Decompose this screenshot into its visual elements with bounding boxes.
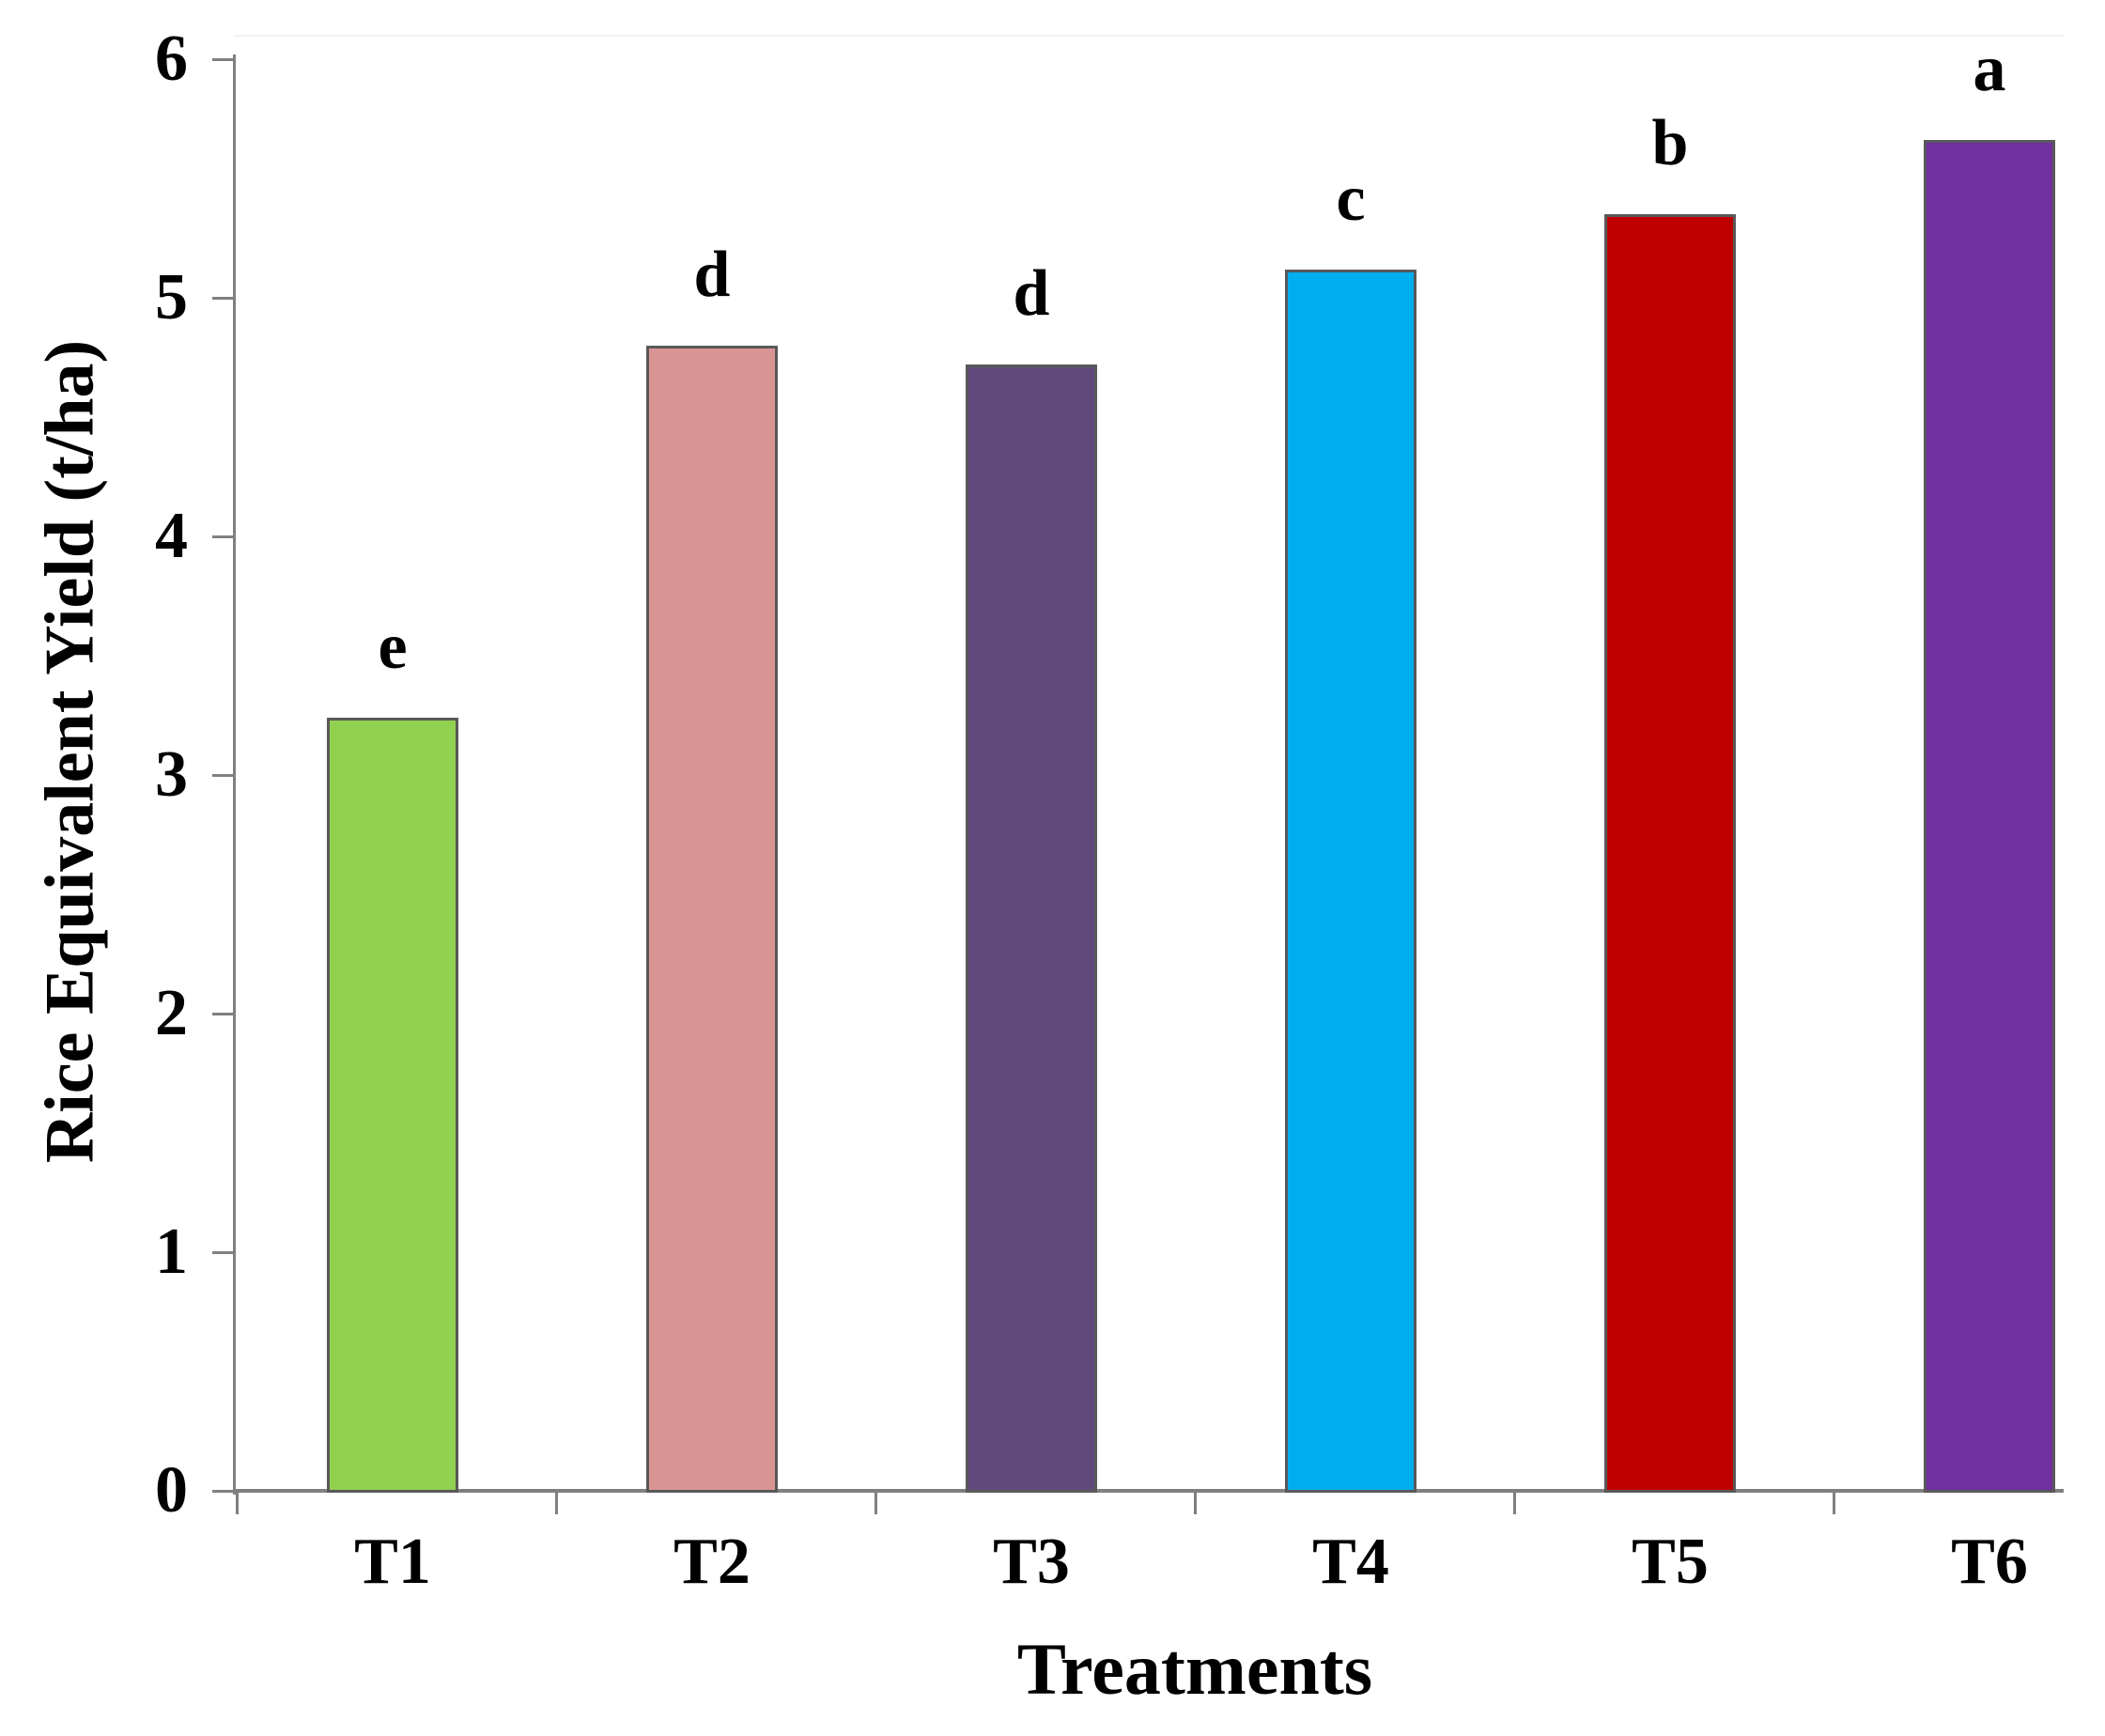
x-tick-label-T1: T1 — [354, 1526, 431, 1598]
bar-T1 — [327, 718, 458, 1493]
bar-T5 — [1604, 214, 1736, 1493]
x-tick-mark — [1194, 1491, 1197, 1514]
bar-letter-T2: d — [693, 238, 731, 311]
y-tick-label: 3 — [155, 738, 188, 811]
x-tick-label-T2: T2 — [673, 1526, 751, 1598]
x-tick-mark — [875, 1491, 877, 1514]
y-tick-label: 2 — [155, 977, 188, 1049]
bar-letter-T3: d — [1013, 257, 1050, 331]
bar-letter-T6: a — [1973, 33, 2006, 106]
y-tick-mark — [212, 58, 233, 61]
y-tick-label: 1 — [155, 1216, 188, 1288]
x-tick-label-T3: T3 — [993, 1526, 1070, 1598]
y-axis-line — [233, 54, 236, 1495]
x-axis-title: Treatments — [1016, 1628, 1373, 1710]
x-tick-mark — [1833, 1491, 1835, 1514]
bar-T4 — [1285, 269, 1416, 1493]
y-tick-mark — [212, 535, 233, 538]
x-tick-mark — [1513, 1491, 1516, 1514]
y-tick-mark — [212, 297, 233, 300]
y-tick-mark — [212, 774, 233, 777]
y-tick-label: 6 — [155, 23, 188, 95]
x-axis-line — [235, 1489, 2064, 1493]
bar-letter-T5: b — [1651, 107, 1689, 180]
x-tick-label-T6: T6 — [1951, 1526, 2028, 1598]
x-tick-mark — [236, 1491, 239, 1514]
x-tick-label-T4: T4 — [1312, 1526, 1389, 1598]
y-tick-label: 5 — [155, 261, 188, 333]
y-tick-mark — [212, 1490, 233, 1493]
y-tick-mark — [212, 1251, 233, 1254]
y-tick-label: 0 — [155, 1454, 188, 1527]
bar-T6 — [1924, 140, 2055, 1493]
bar-letter-T1: e — [378, 611, 408, 684]
bar-T2 — [646, 345, 778, 1493]
bar-letter-T4: c — [1336, 162, 1366, 235]
bar-T3 — [966, 364, 1097, 1493]
x-tick-mark — [555, 1491, 558, 1514]
y-tick-label: 4 — [155, 500, 188, 572]
plot-top-edge — [235, 35, 2064, 37]
x-tick-label-T5: T5 — [1632, 1526, 1709, 1598]
y-tick-mark — [212, 1013, 233, 1015]
